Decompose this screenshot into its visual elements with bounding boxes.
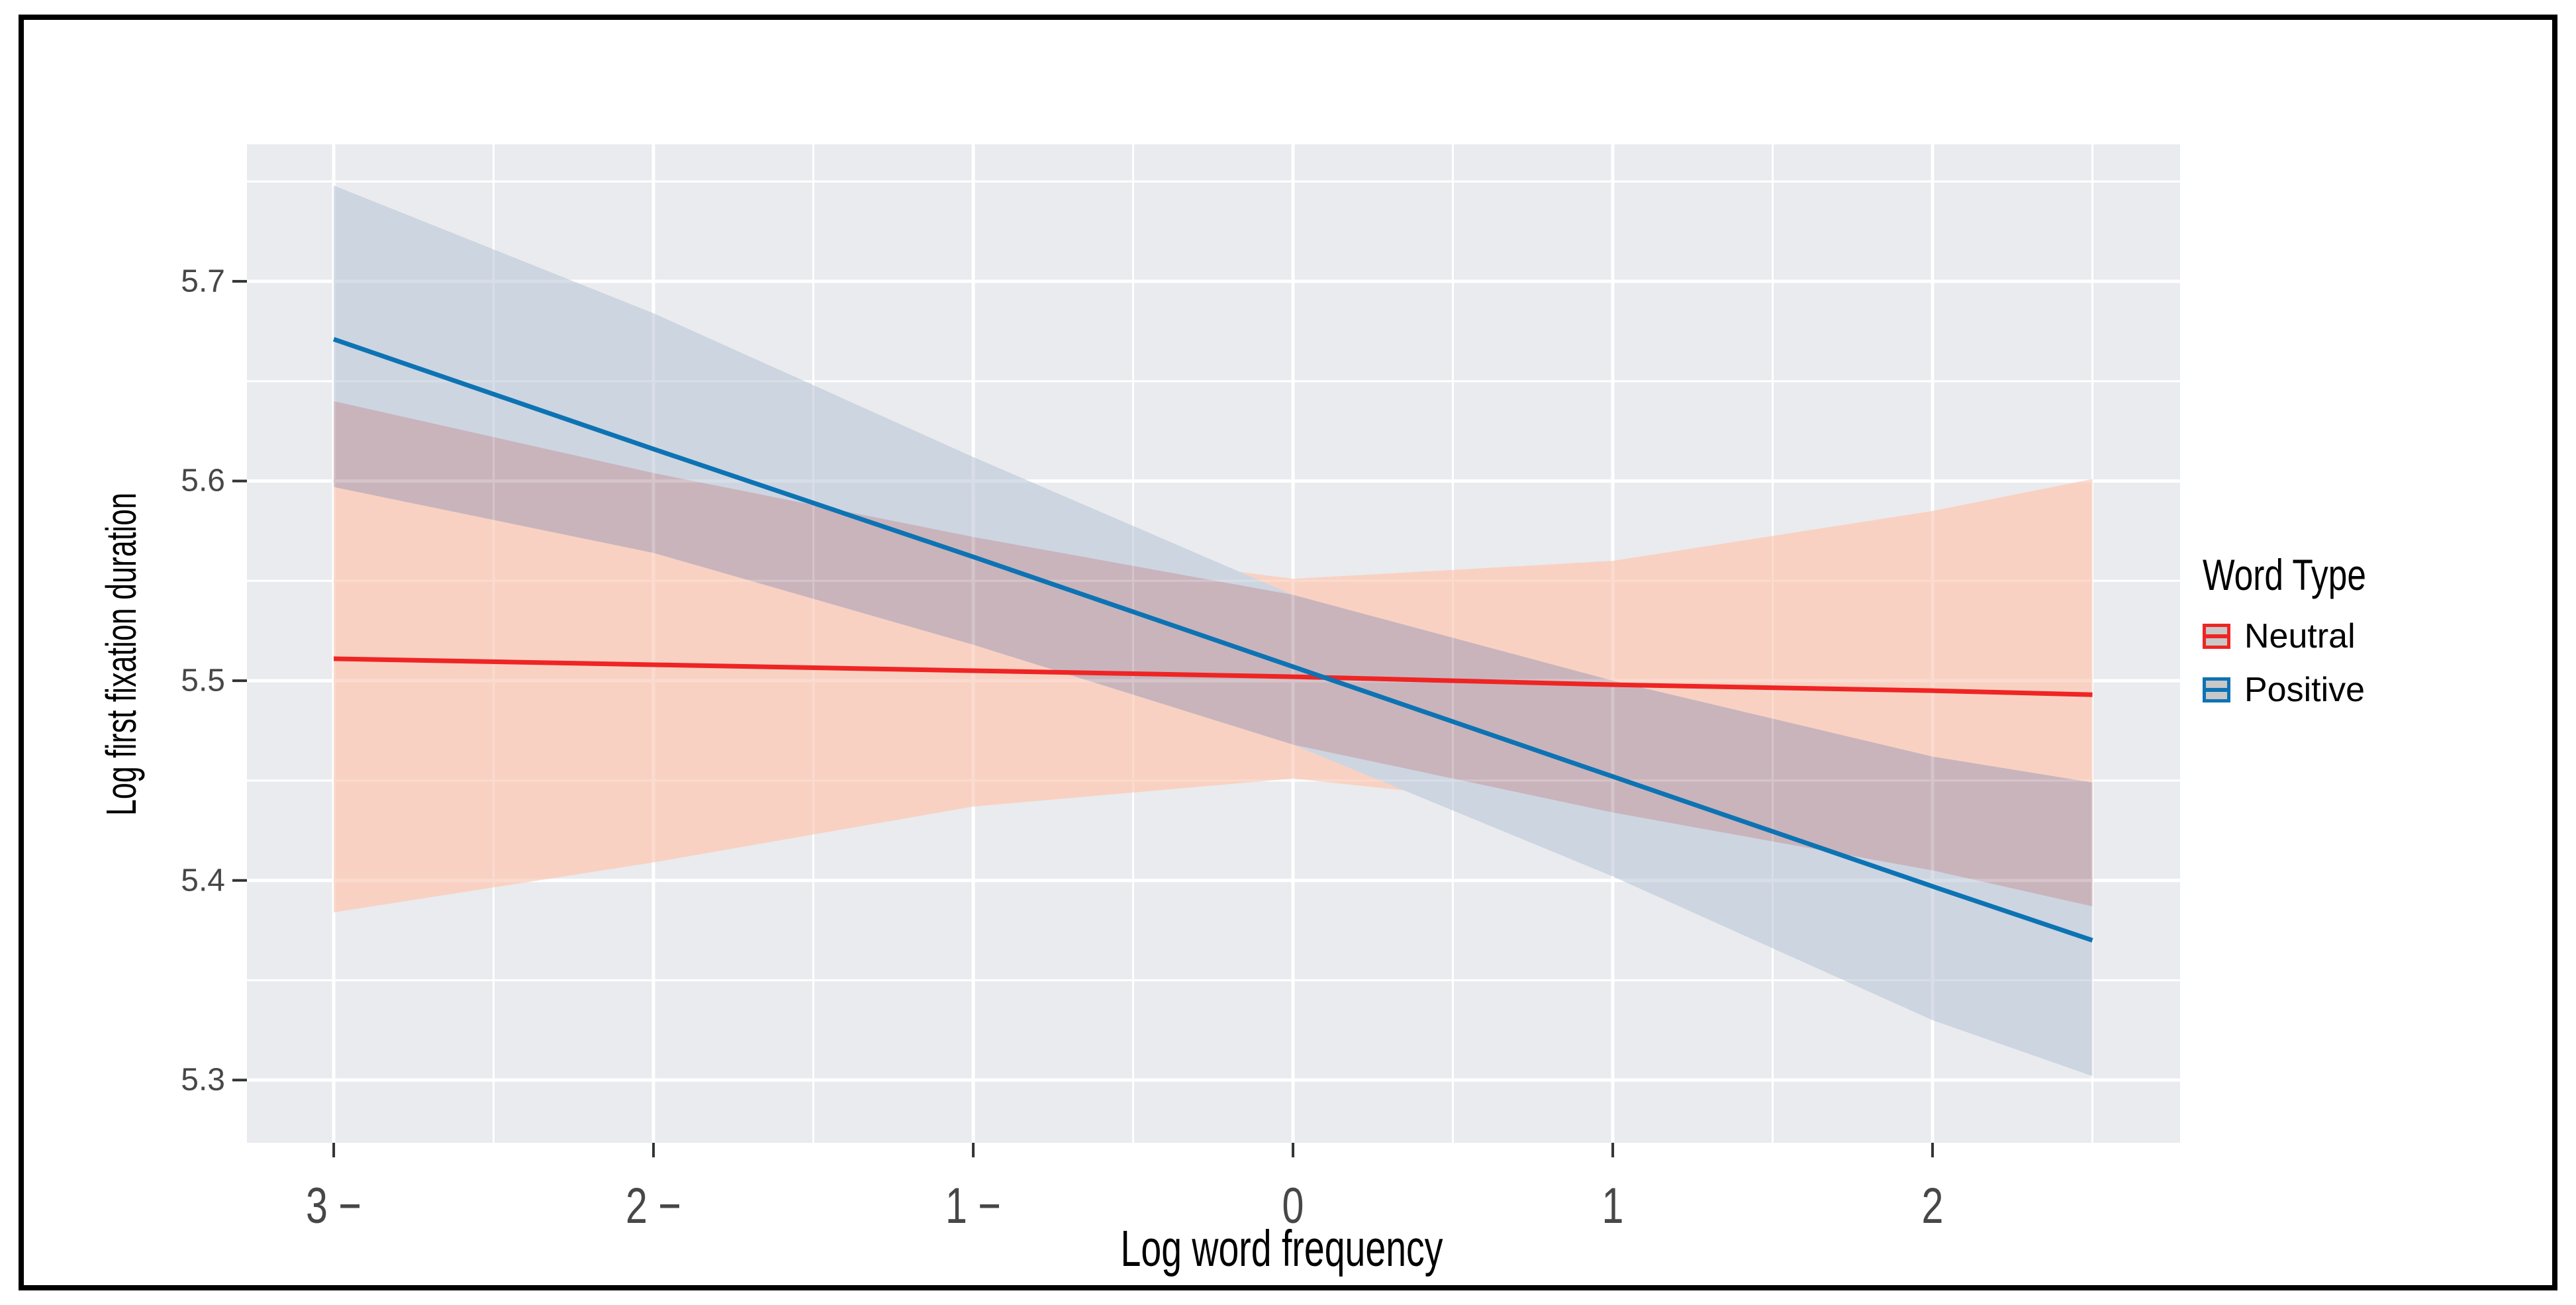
legend-key-neutral-line-icon — [2203, 634, 2230, 638]
y-tick-label: 5.7 — [181, 264, 225, 299]
x-tick-label-text: 3 − — [306, 1178, 362, 1234]
x-tick-label-text: 1 − — [945, 1178, 1002, 1234]
x-tick-label: 1 − — [937, 1177, 1009, 1235]
trend-line-neutral — [334, 656, 2093, 697]
x-tick-label: 1 — [1599, 1177, 1627, 1235]
y-axis-title: Log first fixation duration — [97, 492, 145, 816]
x-tick-label: 0 — [1279, 1177, 1307, 1235]
x-tick-label: 2 − — [618, 1177, 689, 1235]
y-tick-label: 5.6 — [181, 463, 225, 499]
x-tick-label-text: 0 — [1282, 1178, 1304, 1234]
confidence-ribbon-overlap — [334, 401, 2093, 906]
x-tick-label-text: 2 — [1921, 1178, 1944, 1234]
x-tick-label: 2 — [1919, 1177, 1946, 1235]
gridlines — [247, 144, 2180, 1143]
legend-title: Word Type — [2203, 550, 2367, 599]
y-tick-label: 5.4 — [181, 863, 225, 898]
x-tick-label-text: 2 − — [626, 1178, 682, 1234]
trend-line-positive — [332, 337, 2093, 943]
legend-label-neutral: Neutral — [2244, 617, 2356, 655]
axis-tick-marks — [232, 279, 1934, 1157]
legend-key-positive-icon — [2203, 677, 2230, 702]
legend-key-positive-line-icon — [2203, 688, 2230, 692]
x-tick-label: 3 − — [298, 1177, 369, 1235]
x-tick-label-text: 1 — [1601, 1178, 1624, 1234]
y-tick-label: 5.5 — [181, 663, 225, 699]
y-tick-label: 5.3 — [181, 1062, 225, 1098]
legend-label-positive: Positive — [2244, 671, 2365, 709]
x-axis-title: Log word frequency — [1120, 1220, 1443, 1277]
legend-key-neutral-icon — [2203, 624, 2230, 649]
